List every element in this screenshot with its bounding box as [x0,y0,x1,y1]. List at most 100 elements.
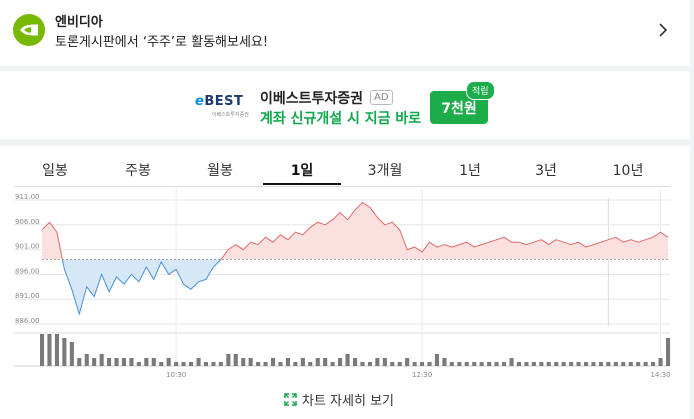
volume-bar [285,358,290,366]
volume-bar [531,362,536,366]
volume-bar [472,362,477,366]
price-line-up [41,201,669,260]
volume-bar [345,354,350,366]
volume-bar [598,362,603,366]
volume-bar [211,362,216,366]
volume-bar [502,362,507,366]
chevron-right-icon[interactable] [656,21,670,39]
y-tick-label: 891.00 [15,292,40,300]
tab-6[interactable]: 3년 [535,163,557,179]
x-tick-label: 14:30 [650,371,670,379]
stock-description: 토론게시판에서 ‘주주’로 활동해보세요! [55,35,269,50]
volume-bar [315,358,320,366]
volume-bar [442,358,447,366]
ad-title: 이베스트투자증권 [260,91,364,107]
volume-bar [203,362,208,366]
y-tick-label: 896.00 [15,267,40,275]
volume-bar [449,362,454,366]
volume-bar [114,358,119,366]
y-tick-label: 886.00 [15,317,40,325]
active-tab-underline [263,183,341,185]
ad-badge: AD [370,90,393,105]
x-tick-label: 10:30 [166,371,186,379]
volume-bar [464,362,469,366]
volume-bar [330,362,335,366]
volume-bar [353,358,358,366]
y-tick-label: 901.00 [15,243,40,251]
volume-bar [271,358,276,366]
volume-bar [382,358,387,366]
volume-bar [99,354,104,366]
volume-bar [360,362,365,366]
tab-5[interactable]: 1년 [459,163,481,179]
price-line-down [61,259,222,316]
volume-bar [144,358,149,366]
tab-7[interactable]: 10년 [612,163,644,179]
tab-4[interactable]: 3개월 [367,163,403,179]
volume-bar [516,362,521,366]
volume-bar [658,358,663,366]
tab-3[interactable]: 1일 [290,163,314,179]
volume-bar [584,362,589,366]
volume-bar [233,354,238,366]
chart-card: 일봉 주봉 월봉 1일 3개월 1년 3년 10년 911.00 906.00 901.00 896… [0,146,690,419]
volume-bar [524,362,529,366]
volume-bar [241,358,246,366]
ebest-logo: eBEST [195,94,244,109]
volume-bar [189,362,194,366]
volume-bar [621,362,626,366]
tab-2[interactable]: 월봉 [207,163,233,179]
volume-bar [278,362,283,366]
volume-bar [412,362,417,366]
tab-1[interactable]: 주봉 [125,163,151,179]
volume-bar [196,358,201,366]
volume-bar [256,362,261,366]
volume-bar [136,362,141,366]
volume-bar [367,362,372,366]
tab-0[interactable]: 일봉 [42,163,68,179]
volume-bar [300,358,305,366]
volume-bar [226,354,231,366]
volume-bar [479,362,484,366]
volume-bar [643,362,648,366]
volume-bar [636,362,641,366]
ad-banner[interactable]: eBEST 이베스트투자증권 이베스트투자증권 AD 계좌 신규개설 시 지금 … [0,71,690,139]
expand-icon [284,393,297,406]
volume-bar [121,358,126,366]
y-tick-label: 911.00 [15,193,40,201]
volume-bar [375,358,380,366]
volume-bar [397,362,402,366]
volume-bar [561,362,566,366]
volume-bar [427,362,432,366]
volume-bar [494,362,499,366]
y-tick-label: 906.00 [15,218,40,226]
stock-discussion-card[interactable]: 엔비디아 토론게시판에서 ‘주주’로 활동해보세요! [0,0,690,66]
volume-bar [628,362,633,366]
ad-reward-tag: 적립 [466,81,495,100]
stock-name: 엔비디아 [55,15,103,30]
volume-bar [606,362,611,366]
volume-bar [218,362,223,366]
volume-bar [338,358,343,366]
volume-bar [129,358,134,366]
volume-bar [420,362,425,366]
volume-bar [546,362,551,366]
price-area-down [62,259,221,315]
volume-bar [92,358,97,366]
volume-bar [323,358,328,366]
period-tabs: 일봉 주봉 월봉 1일 3개월 1년 3년 10년 [0,146,690,186]
intraday-price-chart[interactable]: 911.00 906.00 901.00 896.00 891.00 886.00 10:3… [0,146,690,419]
volume-bar [569,362,574,366]
volume-bar [308,362,313,366]
chart-detail-link[interactable]: 차트 자세히 보기 [284,390,394,409]
volume-bar [651,362,656,366]
volume-bar [151,358,156,366]
volume-bar [62,338,67,366]
volume-bar [293,362,298,366]
volume-bar [159,362,164,366]
ad-subtitle: 계좌 신규개설 시 지금 바로 [260,111,422,127]
nvidia-logo [13,14,45,46]
volume-bar [69,342,74,366]
volume-bar [434,354,439,366]
volume-bar [248,358,253,366]
